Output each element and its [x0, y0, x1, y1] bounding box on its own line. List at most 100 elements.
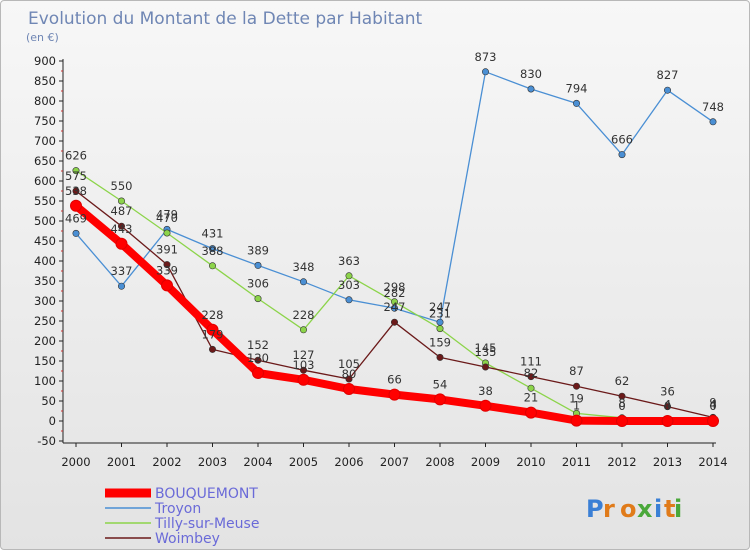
data-label: 80: [342, 367, 357, 381]
data-point: [115, 237, 128, 250]
series-markers: [70, 68, 719, 427]
data-point: [72, 167, 80, 175]
data-label: 127: [293, 348, 315, 362]
data-point: [254, 261, 262, 269]
data-label: 306: [247, 277, 269, 291]
data-labels: 4693374794313893483032822478738307946668…: [65, 50, 724, 413]
logo-letter: i: [674, 495, 682, 523]
data-point: [527, 373, 535, 381]
data-point: [118, 197, 126, 205]
data-point: [618, 151, 626, 159]
y-tick-label: 50: [41, 394, 56, 408]
data-point: [345, 272, 353, 280]
data-label: 62: [615, 374, 630, 388]
x-tick-label: 2010: [516, 455, 545, 469]
data-point: [479, 399, 492, 412]
data-label: 470: [156, 211, 178, 225]
x-tick-label: 2003: [198, 455, 227, 469]
data-point: [525, 406, 537, 419]
chart-subtitle: (en €): [26, 31, 59, 44]
data-label: 135: [475, 345, 497, 359]
data-label: 145: [475, 341, 497, 355]
data-point: [345, 375, 353, 383]
y-tick-label: 600: [34, 174, 56, 188]
data-label: 9: [709, 395, 716, 409]
data-label: 748: [702, 100, 724, 114]
data-label: 575: [65, 169, 87, 183]
data-label: 103: [293, 358, 315, 372]
data-point: [118, 282, 126, 290]
y-tick-label: 900: [34, 54, 56, 68]
data-point: [299, 278, 307, 286]
x-tick-label: 2013: [653, 455, 682, 469]
data-label: 443: [111, 222, 133, 236]
data-label: 54: [433, 377, 448, 391]
data-label: 348: [293, 260, 315, 274]
data-label: 228: [202, 308, 224, 322]
data-label: 152: [247, 338, 269, 352]
logo-letter: r: [603, 495, 615, 523]
data-point: [297, 373, 310, 386]
data-label: 339: [156, 263, 178, 277]
data-point: [390, 298, 398, 306]
data-point: [209, 345, 217, 353]
logo-letter: x: [637, 495, 653, 523]
x-tick-label: 2011: [562, 455, 591, 469]
data-label: 794: [566, 81, 588, 95]
data-label: 282: [384, 286, 406, 300]
x-tick-label: 2008: [425, 455, 454, 469]
data-label: 36: [660, 385, 675, 399]
data-point: [299, 326, 307, 334]
data-point: [436, 325, 444, 333]
chart-title: Evolution du Montant de la Dette par Hab…: [28, 9, 423, 29]
data-label: 873: [475, 50, 497, 64]
data-label: 303: [338, 278, 360, 292]
data-label: 431: [202, 227, 224, 241]
data-label: 1: [573, 399, 580, 413]
data-point: [570, 414, 583, 427]
data-point: [345, 296, 353, 304]
axes: -500501001502002503003504004505005506006…: [34, 54, 728, 469]
data-label: 8: [618, 396, 625, 410]
data-point: [661, 415, 674, 427]
data-label: 87: [569, 364, 584, 378]
y-tick-label: -50: [37, 434, 56, 448]
data-point: [436, 353, 444, 361]
data-label: 4: [664, 397, 671, 411]
data-label: 626: [65, 149, 87, 163]
data-point: [161, 279, 173, 292]
data-label: 21: [524, 391, 539, 405]
logo-letter: P: [586, 495, 604, 523]
data-point: [163, 229, 171, 237]
data-label: 179: [202, 327, 224, 341]
data-label: 479: [156, 207, 178, 221]
data-point: [481, 68, 489, 76]
data-label: 337: [111, 264, 133, 278]
data-point: [70, 199, 82, 212]
data-label: 550: [111, 179, 133, 193]
data-point: [527, 384, 535, 392]
data-label: 111: [520, 355, 542, 369]
data-label: 38: [478, 384, 493, 398]
y-tick-label: 800: [34, 94, 56, 108]
legend-label: BOUQUEMONT: [155, 486, 258, 502]
data-label: 231: [429, 307, 451, 321]
x-tick-label: 2002: [152, 455, 181, 469]
data-label: 538: [65, 184, 87, 198]
logo-letter: o: [620, 495, 637, 523]
y-tick-label: 300: [34, 294, 56, 308]
data-label: 4: [709, 397, 716, 411]
data-label: 830: [520, 67, 542, 81]
data-point: [209, 245, 217, 253]
data-point: [616, 415, 628, 427]
data-label: 82: [524, 366, 539, 380]
data-point: [663, 86, 671, 94]
data-point: [527, 85, 535, 93]
x-tick-label: 2009: [471, 455, 500, 469]
x-tick-label: 2012: [607, 455, 636, 469]
data-point: [209, 262, 217, 270]
data-label: 0: [709, 399, 716, 413]
data-label: 298: [384, 280, 406, 294]
